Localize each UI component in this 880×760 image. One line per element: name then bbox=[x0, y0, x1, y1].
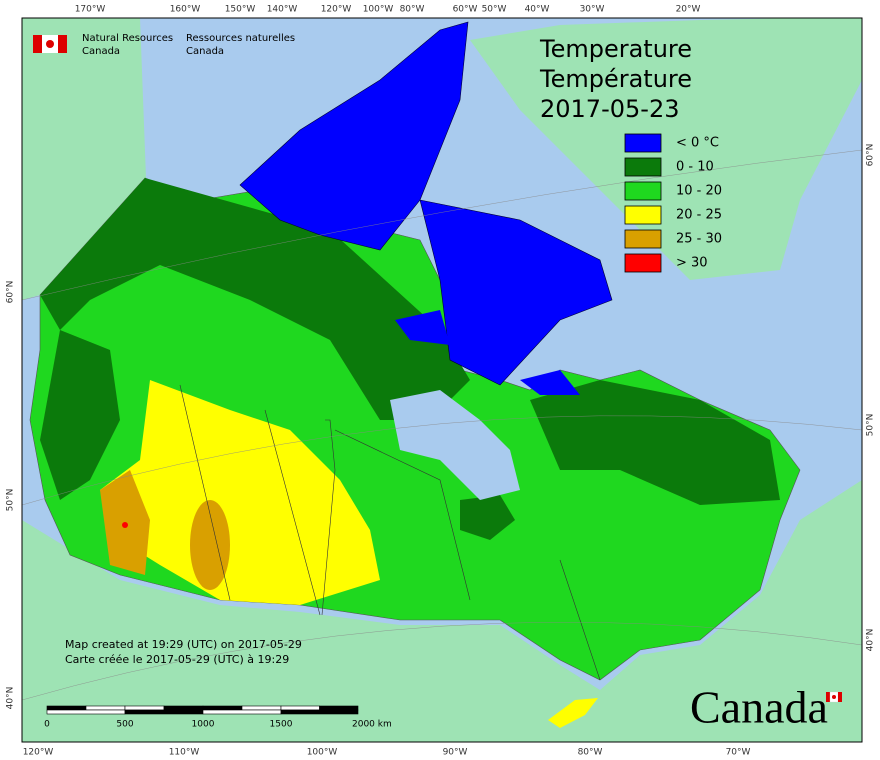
scale-segment bbox=[319, 705, 359, 711]
usa bbox=[22, 480, 862, 742]
map-credit: Carte créée le 2017-05-29 (UTC) à 19:29 bbox=[65, 653, 289, 666]
flag-bar bbox=[826, 692, 830, 702]
longitude-label: 150°W bbox=[225, 5, 256, 15]
longitude-label: 90°W bbox=[443, 748, 468, 758]
scale-segment bbox=[46, 705, 87, 711]
island bbox=[395, 310, 450, 345]
longitude-label: 70°W bbox=[726, 748, 751, 758]
scale-label: 500 bbox=[116, 720, 133, 730]
scale-segment bbox=[124, 705, 165, 711]
province-border bbox=[179, 384, 601, 681]
agency-en: Natural Resources bbox=[82, 33, 173, 44]
zone-hottest bbox=[122, 522, 128, 528]
flag-bar bbox=[58, 35, 67, 53]
wordmark: Canada bbox=[690, 682, 828, 733]
longitude-label: 170°W bbox=[75, 5, 106, 15]
longitude-label: 80°W bbox=[400, 5, 425, 15]
zone-prairies bbox=[100, 380, 380, 605]
map-credit: Map created at 19:29 (UTC) on 2017-05-29 bbox=[65, 638, 302, 651]
scale-label: 0 bbox=[44, 720, 50, 730]
zone-north bbox=[40, 178, 470, 420]
nrcan-logo bbox=[33, 35, 67, 53]
graticule bbox=[21, 149, 863, 701]
greenland bbox=[470, 18, 862, 280]
longitude-label: 20°W bbox=[676, 5, 701, 15]
longitude-label: 100°W bbox=[363, 5, 394, 15]
map-title: Temperature bbox=[539, 35, 692, 63]
legend-swatch bbox=[624, 181, 662, 201]
agency-fr: Canada bbox=[186, 46, 224, 57]
longitude-label: 40°W bbox=[525, 5, 550, 15]
scale-segment bbox=[202, 705, 243, 711]
zone-bc bbox=[40, 330, 120, 500]
scale-segment bbox=[85, 705, 126, 711]
flag-bar bbox=[33, 35, 42, 53]
arctic-islands bbox=[239, 21, 469, 251]
longitude-label: 50°W bbox=[482, 5, 507, 15]
alaska bbox=[22, 18, 146, 300]
scale-label: 2000 km bbox=[352, 720, 392, 730]
longitude-label: 120°W bbox=[321, 5, 352, 15]
map-title: Température bbox=[539, 65, 692, 93]
legend-swatch bbox=[624, 253, 662, 273]
legend-label: 20 - 25 bbox=[676, 208, 722, 223]
latitude-label: 60°N bbox=[6, 281, 16, 304]
legend-swatch bbox=[624, 229, 662, 249]
scale-segment bbox=[241, 705, 282, 711]
zone-ontario bbox=[460, 495, 515, 540]
latitude-label: 60°N bbox=[866, 144, 876, 167]
agency-en: Canada bbox=[82, 46, 120, 57]
legend-swatch bbox=[624, 205, 662, 225]
legend-label: > 30 bbox=[676, 256, 708, 271]
agency-fr: Ressources naturelles bbox=[186, 33, 295, 44]
flag-leaf bbox=[832, 695, 836, 699]
frame bbox=[21, 17, 863, 743]
scale-segment bbox=[46, 709, 126, 715]
legend-label: 0 - 10 bbox=[676, 160, 714, 175]
longitude-label: 30°W bbox=[580, 5, 605, 15]
legend-label: 10 - 20 bbox=[676, 184, 722, 199]
legend-swatch bbox=[624, 157, 662, 177]
latitude-label: 40°N bbox=[6, 687, 16, 710]
scale-segment bbox=[202, 709, 282, 715]
legend-swatch bbox=[624, 133, 662, 153]
latitude-label: 50°N bbox=[6, 489, 16, 512]
latitude-label: 50°N bbox=[866, 414, 876, 437]
wordmark-flag bbox=[826, 691, 842, 703]
scale-label: 1000 bbox=[192, 720, 215, 730]
flag-bar bbox=[838, 692, 842, 702]
latitude-label: 40°N bbox=[866, 629, 876, 652]
scale-segment bbox=[280, 705, 320, 711]
scale-segment bbox=[124, 709, 204, 715]
longitude-label: 160°W bbox=[170, 5, 201, 15]
scale-bar: 0 500 1000 1500 2000 km bbox=[44, 705, 392, 730]
boundaries bbox=[179, 384, 601, 681]
zone-quebec bbox=[530, 380, 780, 505]
longitude-label: 140°W bbox=[267, 5, 298, 15]
flag-leaf bbox=[46, 40, 54, 48]
longitude-label: 60°W bbox=[453, 5, 478, 15]
map-title: 2017-05-23 bbox=[540, 95, 679, 123]
longitude-label: 80°W bbox=[578, 748, 603, 758]
baffin-island bbox=[419, 199, 613, 386]
scale-segment bbox=[280, 709, 359, 715]
island bbox=[520, 370, 580, 395]
longitude-label: 100°W bbox=[307, 748, 338, 758]
legend-label: 25 - 30 bbox=[676, 232, 722, 247]
longitude-label: 120°W bbox=[23, 748, 54, 758]
legend-label: < 0 °C bbox=[676, 136, 719, 151]
zone-hot bbox=[190, 500, 230, 590]
scale-segment bbox=[163, 705, 204, 711]
longitude-label: 110°W bbox=[169, 748, 200, 758]
hudson-bay bbox=[390, 390, 520, 500]
scale-label: 1500 bbox=[270, 720, 293, 730]
zone-ontario-south bbox=[548, 698, 598, 728]
parallel bbox=[21, 149, 863, 701]
